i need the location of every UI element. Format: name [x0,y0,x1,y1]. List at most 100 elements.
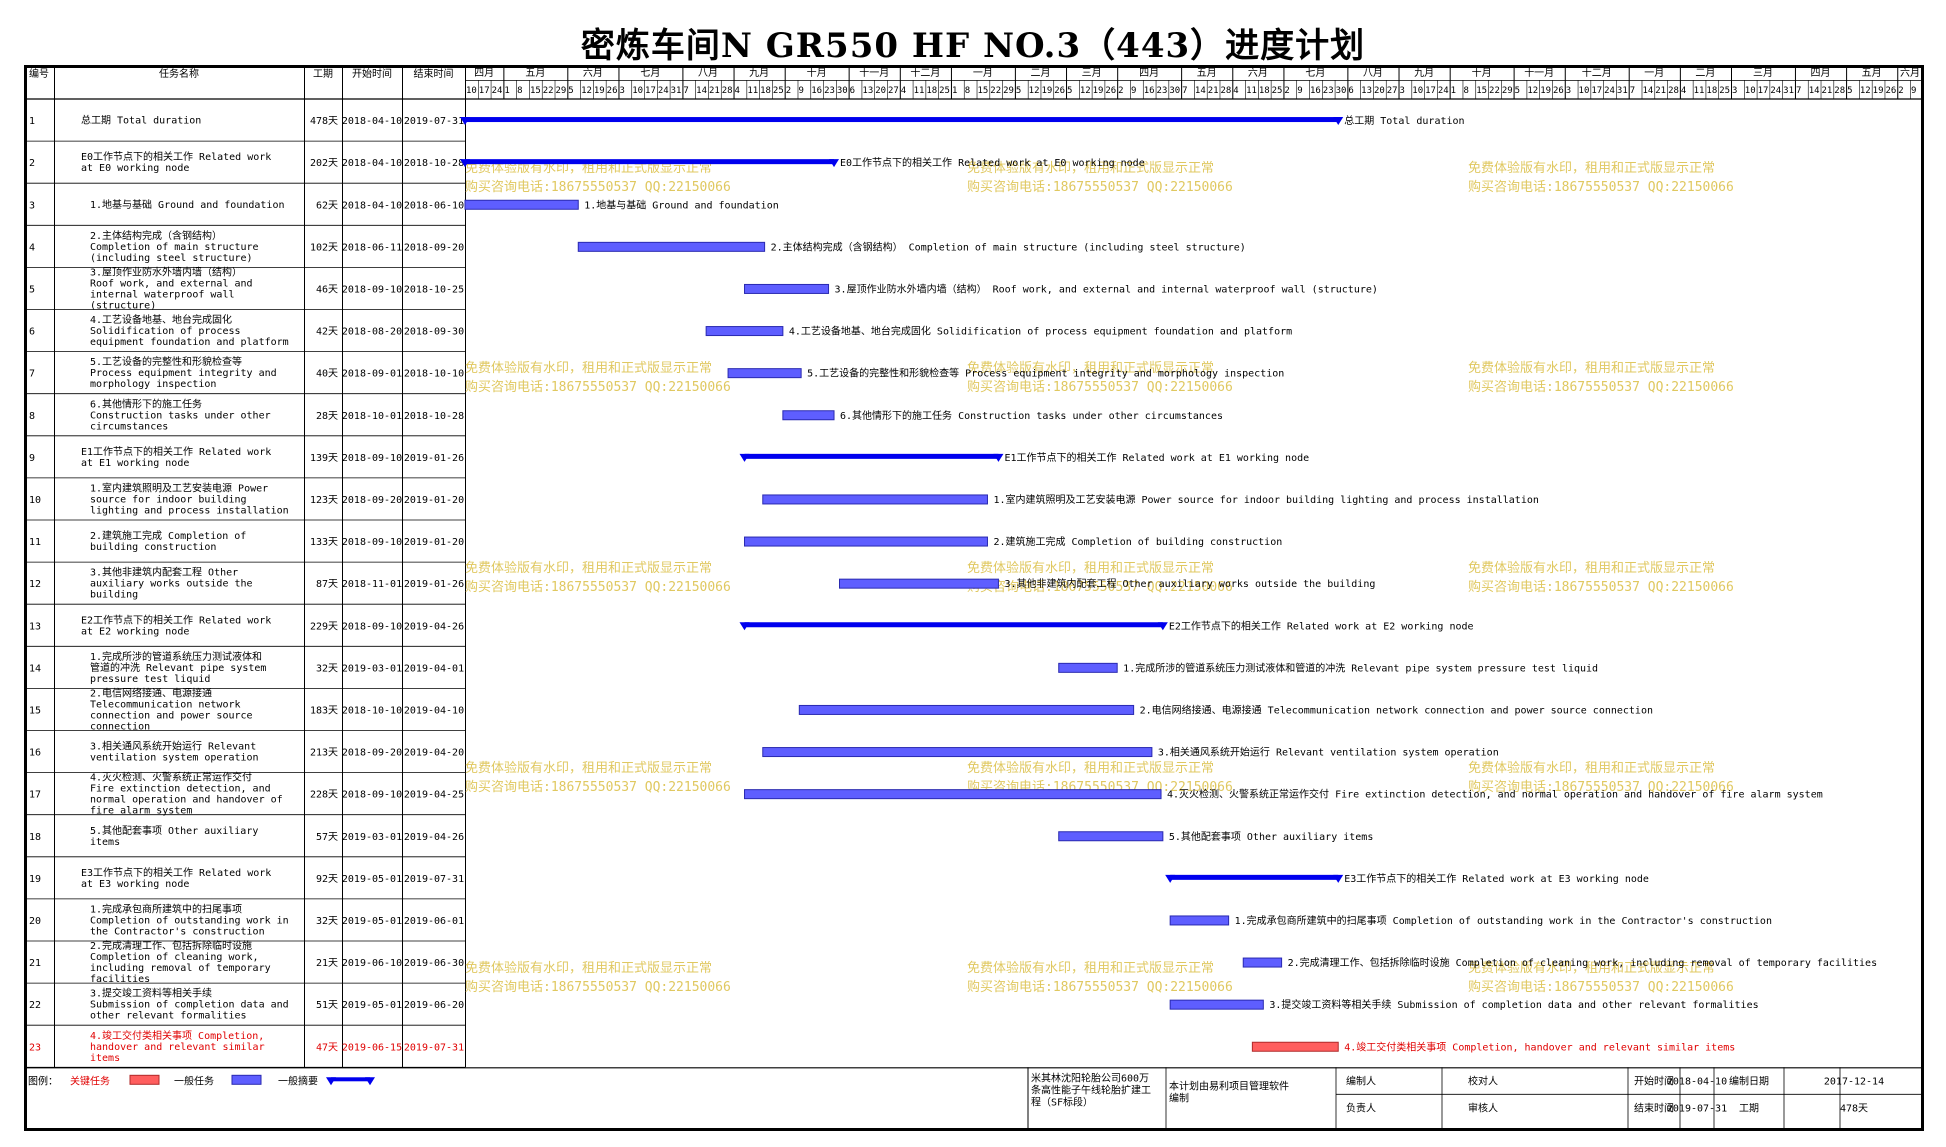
task-name-line: 4.工艺设备地基、地台完成固化 [90,313,232,326]
bar-label: 5.其他配套事项 Other auxiliary items [1169,830,1374,843]
week-tick-label: 6 [1348,86,1353,96]
task-name-line: 1.完成所涉的管道系统压力测试液体和 [90,650,262,663]
row-id: 3 [29,200,35,211]
month-label: 三月 [1082,67,1102,79]
task-name-line: 2.建筑施工完成 Completion of [90,529,246,542]
task-end: 2019-04-10 [404,705,464,716]
month-label: 二月 [1695,67,1715,79]
task-name-line: 1.地基与基础 Ground and foundation [90,198,285,211]
row-id: 15 [29,705,41,716]
footer-company: 程（SF标段） [1031,1095,1093,1108]
week-tick-label: 4 [1233,86,1238,96]
week-tick-label: 9 [1911,86,1916,96]
task-name-line: equipment foundation and platform [90,337,289,348]
week-tick-label: 29 [556,86,567,96]
row-id: 18 [29,832,41,843]
week-tick-label: 17 [1425,86,1436,96]
week-tick-label: 25 [939,86,950,96]
week-tick-label: 3 [619,86,624,96]
task-bar [577,241,766,252]
week-tick-label: 2 [786,86,791,96]
watermark-text: 免费体验版有水印，租用和正式版显示正常 [465,560,712,576]
row-id: 8 [29,411,35,422]
week-tick-label: 23 [1323,86,1334,96]
week-tick-label: 31 [1617,86,1628,96]
task-start: 2018-09-10 [342,284,402,295]
task-name-line: including removal of temporary [90,963,271,974]
week-tick-label: 17 [1758,86,1769,96]
row-id: 7 [29,369,35,380]
task-name-line: 管道的冲洗 Relevant pipe system [90,661,266,674]
month-label: 九月 [1414,67,1434,79]
task-name-line: ventilation system operation [90,753,259,764]
task-end: 2019-01-20 [404,537,464,548]
month-label: 五月 [1862,67,1882,79]
task-start: 2019-06-15 [342,1042,402,1053]
week-tick-label: 16 [811,86,822,96]
task-name-line: at E1 working node [81,458,189,469]
row-id: 1 [29,116,35,127]
month-label: 七月 [640,67,660,79]
month-label: 六月 [1248,67,1268,79]
summary-bar-start-cap [460,159,470,168]
task-name-line: items [90,1053,120,1064]
row-id: 12 [29,579,41,590]
week-tick-label: 16 [1144,86,1155,96]
watermark-text: 购买咨询电话:18675550537 QQ:22150066 [1468,179,1734,195]
week-tick-label: 25 [1272,86,1283,96]
week-tick-label: 26 [1553,86,1564,96]
month-label: 十月 [807,66,827,79]
week-tick-label: 5 [1067,86,1072,96]
week-tick-label: 5 [1515,86,1520,96]
chart-frame [24,65,1924,1131]
week-tick-label: 23 [1157,86,1168,96]
footer-reviewer-label: 审核人 [1468,1101,1498,1114]
week-tick-label: 7 [683,86,688,96]
footer-prepared-by-label: 编制人 [1346,1074,1376,1087]
task-duration: 40天 [316,369,338,380]
task-name-line: Process equipment integrity and [90,368,277,379]
task-name-line: E0工作节点下的相关工作 Related work [81,150,271,163]
task-duration: 62天 [316,200,338,211]
summary-bar [744,453,999,459]
week-tick-label: 30 [1336,86,1347,96]
task-bar [798,704,1135,715]
task-name-line: (including steel structure) [90,253,253,264]
watermark-text: 购买咨询电话:18675550537 QQ:22150066 [1468,979,1734,995]
week-tick-label: 1 [504,86,509,96]
watermark-text: 购买咨询电话:18675550537 QQ:22150066 [1468,579,1734,595]
summary-bar-start-cap [739,453,750,462]
summary-bar-start-cap [460,117,470,126]
task-start: 2019-05-01 [342,874,402,885]
task-name-line: auxiliary works outside the [90,579,253,590]
week-tick-label: 4 [1681,86,1686,96]
week-tick-label: 24 [1604,86,1615,96]
task-duration: 478天 [310,116,338,127]
week-tick-label: 27 [1387,86,1398,96]
task-duration: 183天 [310,705,338,716]
task-name-line: 5.工艺设备的完整性和形貌检查等 [90,355,242,368]
watermark-text: 免费体验版有水印，租用和正式版显示正常 [967,960,1214,976]
task-duration: 47天 [316,1042,338,1053]
week-tick-label: 20 [875,86,886,96]
week-tick-label: 8 [1463,86,1468,96]
task-duration: 213天 [310,748,338,759]
footer-date-label: 编制日期 [1729,1074,1769,1087]
month-label: 八月 [1363,67,1383,79]
bar-label: E2工作节点下的相关工作 Related work at E2 working … [1169,619,1474,632]
task-bar [782,410,835,421]
task-bar [744,283,830,294]
task-start: 2018-09-10 [342,537,402,548]
legend-summary-text: 一般摘要 [278,1074,318,1087]
week-tick-label: 5 [1847,86,1852,96]
week-tick-label: 10 [632,86,643,96]
task-name-line: Roof work, and external and [90,278,253,289]
task-name-line: circumstances [90,421,168,432]
month-label: 五月 [1197,67,1217,79]
task-start: 2018-11-01 [342,579,402,590]
task-bar [727,368,802,379]
task-duration: 202天 [310,158,338,169]
task-name-line: 6.其他情形下的施工任务 [90,397,202,410]
task-name-line: 3.相关通风系统开始运行 Relevant [90,740,256,753]
month-label: 四月 [1139,67,1159,79]
